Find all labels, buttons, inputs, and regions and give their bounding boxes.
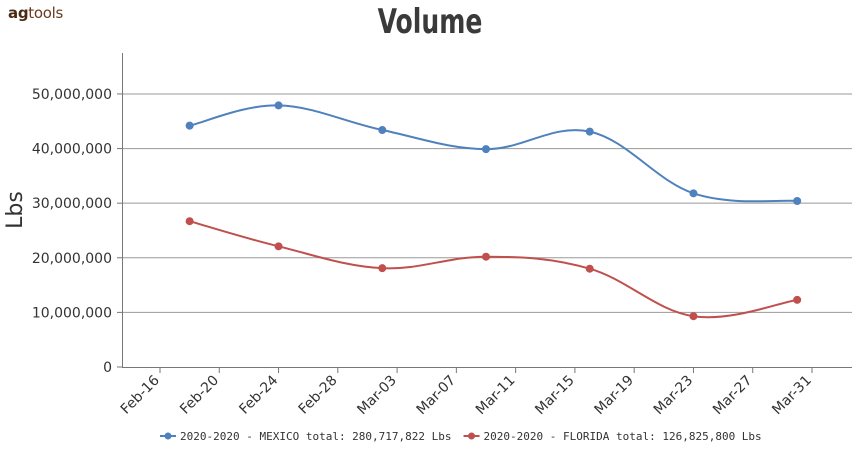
x-tick-label: Mar-15: [532, 373, 578, 419]
data-point: [185, 121, 194, 130]
y-tick-label: 40,000,000: [32, 142, 112, 158]
data-point: [482, 145, 490, 154]
x-tick-label: Mar-31: [769, 373, 815, 419]
data-point: [378, 125, 387, 134]
legend-swatch-marker: [468, 432, 476, 440]
data-point: [689, 189, 698, 198]
y-tick-label: 50,000,000: [32, 87, 112, 103]
legend-swatch-marker: [164, 432, 172, 440]
x-tick-label: Feb-24: [236, 372, 281, 417]
legend-label: 2020-2020 - FLORIDA total: 126,825,800 L…: [484, 430, 762, 443]
x-tick-labels: Feb-16 Feb-20 Feb-24 Feb-28 Mar-03 Mar-07 Mar-…: [118, 367, 815, 418]
x-tick-label: Mar-11: [473, 373, 519, 419]
x-tick-label: Mar-27: [710, 373, 756, 419]
data-point: [585, 264, 594, 273]
data-point: [585, 127, 594, 136]
series-mexico: [185, 101, 802, 205]
y-tick-label: 20,000,000: [32, 251, 112, 267]
x-tick-label: Feb-20: [177, 373, 222, 418]
x-tick-label: Mar-07: [414, 373, 460, 419]
legend-item: 2020-2020 - MEXICO total: 280,717,822 Lb…: [160, 430, 452, 443]
series-line: [189, 220, 798, 319]
data-point: [185, 217, 194, 226]
y-axis-label: Lbs: [3, 191, 28, 229]
x-tick-label: Mar-19: [591, 373, 637, 419]
series-florida: [185, 217, 802, 321]
data-point: [482, 252, 490, 261]
chart-title: Volume: [377, 2, 483, 42]
data-point: [793, 196, 802, 205]
data-point: [274, 242, 283, 251]
gridlines: [122, 93, 852, 313]
legend-item: 2020-2020 - FLORIDA total: 126,825,800 L…: [463, 430, 762, 443]
y-tick-label: 0: [103, 360, 112, 376]
x-tick-label: Feb-28: [296, 373, 341, 418]
legend: 2020-2020 - MEXICO total: 280,717,822 Lb…: [160, 430, 762, 443]
y-tick-label: 10,000,000: [32, 305, 112, 321]
data-point: [689, 312, 698, 321]
agtools-logo: agtools: [8, 4, 63, 22]
series-layer: [185, 101, 802, 321]
legend-label: 2020-2020 - MEXICO total: 280,717,822 Lb…: [180, 430, 452, 443]
logo-prefix: ag: [8, 4, 29, 22]
x-tick-label: Mar-23: [651, 373, 697, 419]
data-point: [793, 295, 802, 304]
y-tick-label: 30,000,000: [32, 196, 112, 212]
x-tick-label: Feb-16: [118, 372, 163, 417]
logo-suffix: tools: [28, 4, 63, 22]
data-point: [274, 101, 283, 110]
series-line: [189, 104, 798, 203]
axes: [122, 53, 852, 368]
x-tick-label: Mar-03: [354, 373, 400, 419]
data-point: [378, 264, 387, 273]
y-tick-labels: 0 10,000,000 20,000,000 30,000,000 40,000,00…: [32, 87, 122, 376]
